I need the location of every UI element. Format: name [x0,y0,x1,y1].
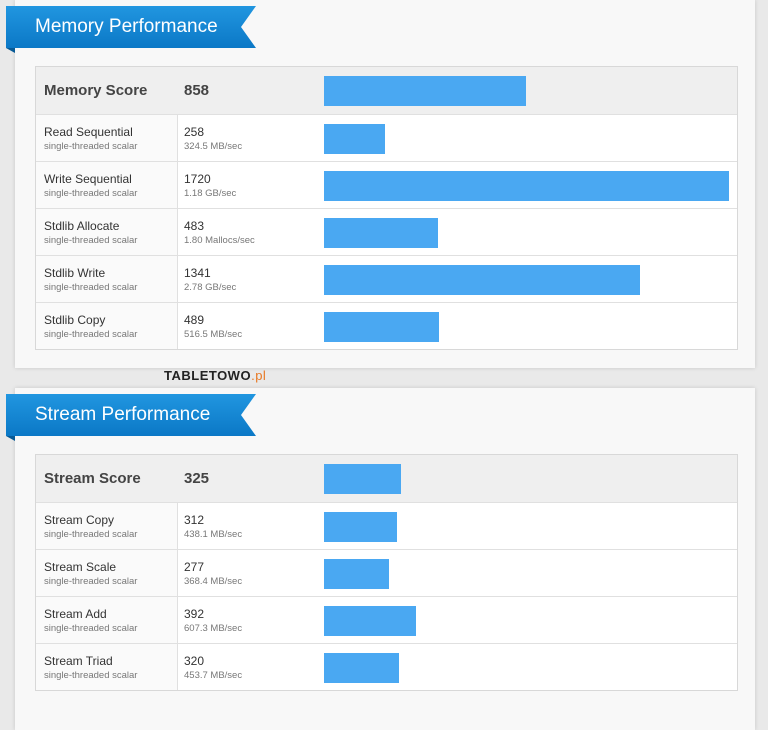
label-cell [36,115,178,161]
section-title: Stream Performance [6,394,256,436]
test-subtitle: single-threaded scalar [44,141,138,152]
result-row: Write Sequential single-threaded scalar 17… [36,161,737,208]
label-cell [36,256,178,302]
score-bar [324,171,729,201]
score-row: Memory Score 858 [36,67,737,114]
label-cell [36,597,178,643]
test-name: Write Sequential [44,172,132,186]
result-row: Stdlib Copy single-threaded scalar 489 516.… [36,302,737,349]
test-rate: 438.1 MB/sec [184,529,243,540]
test-name: Stdlib Allocate [44,219,120,233]
test-score: 483 [184,219,205,233]
test-subtitle: single-threaded scalar [44,329,138,340]
result-row: Stream Copy single-threaded scalar 312 438.… [36,502,737,549]
label-cell [36,644,178,690]
test-subtitle: single-threaded scalar [44,235,138,246]
test-rate: 368.4 MB/sec [184,576,243,587]
watermark: TABLETOWO.pl [164,368,267,383]
label-cell [36,209,178,255]
score-bar [324,312,440,342]
label-cell [36,162,178,208]
score-value: 325 [184,470,210,487]
label-cell [36,303,178,349]
test-name: Read Sequential [44,125,133,139]
score-bar [324,265,640,295]
test-name: Stdlib Copy [44,313,106,327]
label-cell [36,550,178,596]
test-name: Stdlib Write [44,266,106,280]
test-name: Stream Scale [44,560,117,574]
test-subtitle: single-threaded scalar [44,529,138,540]
score-name: Memory Score [44,82,148,99]
label-cell [36,455,178,502]
result-row: Stream Scale single-threaded scalar 277 368… [36,549,737,596]
result-row: Read Sequential single-threaded scalar 258… [36,114,737,161]
results-table: Stream Score 325 Stream Copy single-threade… [35,454,738,691]
score-bar [324,124,385,154]
test-rate: 607.3 MB/sec [184,623,243,634]
test-subtitle: single-threaded scalar [44,576,138,587]
test-rate: 1.80 Mallocs/sec [184,235,255,246]
watermark-suffix: .pl [251,368,267,383]
test-rate: 2.78 GB/sec [184,282,237,293]
test-score: 277 [184,560,205,574]
test-score: 258 [184,125,205,139]
test-subtitle: single-threaded scalar [44,282,138,293]
score-bar [324,559,390,589]
test-subtitle: single-threaded scalar [44,670,138,681]
result-row: Stream Triad single-threaded scalar 320 453… [36,643,737,690]
test-name: Stream Copy [44,513,115,527]
score-name: Stream Score [44,470,141,487]
test-subtitle: single-threaded scalar [44,623,138,634]
test-score: 1720 [184,172,211,186]
label-cell [36,503,178,549]
ribbon-fold [6,436,15,441]
section-title: Memory Performance [6,6,256,48]
score-value: 858 [184,82,210,99]
score-bar [324,653,400,683]
test-subtitle: single-threaded scalar [44,188,138,199]
test-score: 489 [184,313,205,327]
test-rate: 1.18 GB/sec [184,188,237,199]
test-rate: 516.5 MB/sec [184,329,243,340]
ribbon-fold [6,48,15,53]
test-score: 1341 [184,266,211,280]
test-name: Stream Add [44,607,107,621]
test-name: Stream Triad [44,654,113,668]
test-score: 312 [184,513,205,527]
test-score: 392 [184,607,205,621]
test-score: 320 [184,654,205,668]
result-row: Stdlib Allocate single-threaded scalar 483… [36,208,737,255]
label-cell [36,67,178,114]
score-bar [324,606,417,636]
score-bar [324,76,527,106]
result-row: Stdlib Write single-threaded scalar 1341 2.… [36,255,737,302]
test-rate: 453.7 MB/sec [184,670,243,681]
score-bar [324,512,398,542]
result-row: Stream Add single-threaded scalar 392 607.3… [36,596,737,643]
score-bar [324,464,401,494]
test-rate: 324.5 MB/sec [184,141,243,152]
score-row: Stream Score 325 [36,455,737,502]
results-table: Memory Score 858 Read Sequential single-thr… [35,66,738,350]
score-bar [324,218,438,248]
